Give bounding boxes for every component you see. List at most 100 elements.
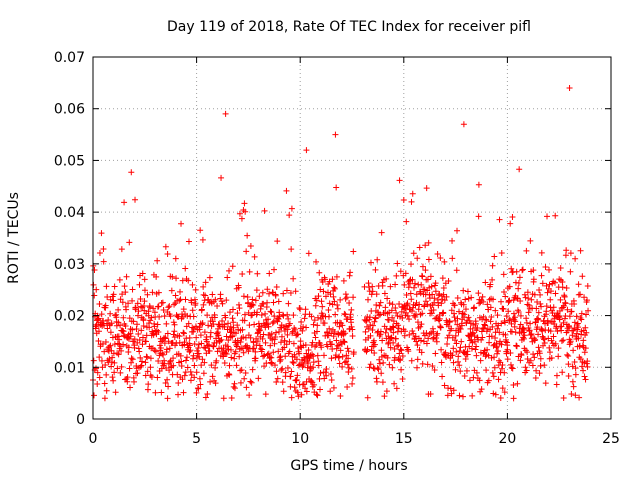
data-point <box>138 327 145 334</box>
data-point <box>406 316 413 323</box>
data-point <box>257 345 264 352</box>
data-point <box>419 263 426 270</box>
data-point <box>200 283 207 290</box>
data-point <box>234 310 241 317</box>
data-point <box>262 339 269 346</box>
data-point <box>267 354 274 361</box>
data-point <box>378 347 385 354</box>
data-point <box>513 268 520 275</box>
data-point <box>484 346 491 353</box>
data-point <box>563 247 570 254</box>
data-point <box>218 336 225 343</box>
data-point <box>137 363 144 370</box>
data-point <box>150 305 157 312</box>
data-point <box>278 333 285 340</box>
data-point <box>221 359 228 366</box>
data-point <box>271 313 278 320</box>
data-point <box>172 292 179 299</box>
data-point <box>450 345 457 352</box>
data-point <box>154 374 161 381</box>
data-point <box>199 320 206 327</box>
data-point <box>235 284 242 291</box>
data-point <box>110 291 117 298</box>
data-point <box>131 344 138 351</box>
data-point <box>345 355 352 362</box>
data-point <box>374 364 381 371</box>
data-point <box>238 215 245 222</box>
data-point <box>302 306 309 313</box>
data-point <box>202 394 209 401</box>
data-point <box>430 335 437 342</box>
data-point <box>295 362 302 369</box>
data-point <box>283 187 290 194</box>
data-point <box>264 299 271 306</box>
data-point <box>332 131 339 138</box>
data-point <box>266 290 273 297</box>
data-point <box>493 343 500 350</box>
data-point <box>273 378 280 385</box>
data-point <box>251 253 258 260</box>
data-point <box>418 349 425 356</box>
data-point <box>139 341 146 348</box>
data-point <box>572 392 579 399</box>
data-point <box>130 318 137 325</box>
data-point <box>226 362 233 369</box>
data-point <box>371 341 378 348</box>
data-point <box>202 292 209 299</box>
data-point <box>547 296 554 303</box>
data-point <box>531 291 538 298</box>
data-point <box>417 337 424 344</box>
data-point <box>530 267 537 274</box>
data-point <box>434 330 441 337</box>
data-point <box>157 344 164 351</box>
data-point <box>219 300 226 307</box>
data-point <box>349 380 356 387</box>
data-point <box>413 338 420 345</box>
data-point <box>90 392 97 399</box>
data-point <box>450 359 457 366</box>
data-point <box>272 334 279 341</box>
data-point <box>521 332 528 339</box>
data-point <box>159 299 166 306</box>
data-point <box>431 366 438 373</box>
data-point <box>455 308 462 315</box>
data-point <box>539 333 546 340</box>
data-point <box>220 395 227 402</box>
data-point <box>314 322 321 329</box>
data-point <box>256 293 263 300</box>
data-point <box>365 284 372 291</box>
data-point <box>440 285 447 292</box>
data-point <box>200 370 207 377</box>
data-point <box>122 289 129 296</box>
data-point <box>570 383 577 390</box>
data-point <box>417 323 424 330</box>
data-point <box>202 279 209 286</box>
data-point <box>142 359 149 366</box>
data-point <box>135 330 142 337</box>
data-point <box>237 367 244 374</box>
data-point <box>164 395 171 402</box>
data-point <box>522 364 529 371</box>
data-point <box>95 315 102 322</box>
data-point <box>583 311 590 318</box>
data-point <box>472 320 479 327</box>
data-point <box>182 296 189 303</box>
data-point <box>305 360 312 367</box>
data-point <box>213 357 220 364</box>
data-point <box>475 181 482 188</box>
data-point <box>230 383 237 390</box>
data-point <box>102 338 109 345</box>
data-point <box>309 339 316 346</box>
data-point <box>179 277 186 284</box>
data-point <box>212 296 219 303</box>
data-point <box>98 321 105 328</box>
data-point <box>409 190 416 197</box>
data-point <box>438 300 445 307</box>
data-point <box>231 385 238 392</box>
data-point <box>450 387 457 394</box>
data-point <box>573 313 580 320</box>
data-point <box>107 342 114 349</box>
data-point <box>155 303 162 310</box>
data-point <box>557 296 564 303</box>
data-point <box>531 354 538 361</box>
